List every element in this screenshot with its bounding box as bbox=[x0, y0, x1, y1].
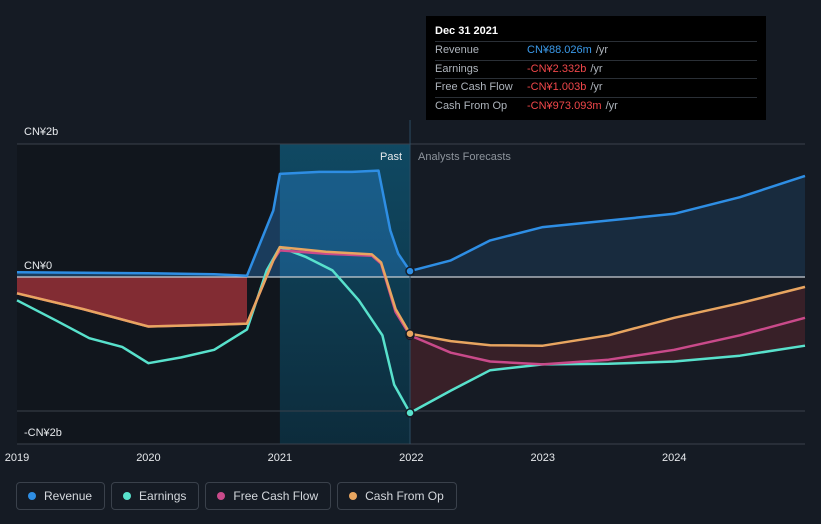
cash-from-op-dot-icon bbox=[349, 492, 358, 500]
tooltip-date: Dec 31 2021 bbox=[435, 25, 498, 37]
free-cash-flow-dot-icon bbox=[217, 492, 226, 500]
legend-label: Free Cash Flow bbox=[233, 489, 319, 503]
tooltip-value: CN¥88.026m bbox=[527, 44, 592, 56]
x-tick-label: 2021 bbox=[268, 452, 292, 464]
earnings-dot-icon bbox=[123, 492, 132, 500]
legend-item-revenue[interactable]: Revenue bbox=[16, 482, 106, 510]
past-label: Past bbox=[380, 151, 402, 163]
tooltip-row-free-cash-flow: Free Cash Flow -CN¥1.003b /yr bbox=[435, 78, 757, 97]
tooltip-unit: /yr bbox=[595, 44, 609, 56]
highlight-region bbox=[279, 144, 411, 444]
forecast-label: Analysts Forecasts bbox=[418, 151, 511, 163]
tooltip-unit: /yr bbox=[590, 81, 603, 93]
series-lines bbox=[16, 169, 806, 414]
tooltip-value: -CN¥973.093m bbox=[527, 99, 602, 112]
tooltip-label: Cash From Op bbox=[435, 99, 508, 112]
tooltip-row-earnings: Earnings -CN¥2.332b /yr bbox=[435, 59, 757, 79]
legend-label: Revenue bbox=[44, 489, 93, 503]
forecast-area bbox=[410, 286, 805, 413]
x-tick-label: 2024 bbox=[662, 452, 686, 464]
y-tick-label: CN¥0 bbox=[24, 260, 52, 272]
tooltip-unit: /yr bbox=[605, 99, 618, 112]
y-tick-label: CN¥2b bbox=[24, 126, 58, 138]
x-tick-label: 2023 bbox=[531, 452, 555, 464]
legend-label: Cash From Op bbox=[365, 489, 444, 503]
tooltip-unit: /yr bbox=[590, 62, 603, 75]
x-tick-label: 2022 bbox=[399, 452, 423, 464]
tooltip-label: Earnings bbox=[435, 62, 479, 75]
legend-item-cash-from-op[interactable]: Cash From Op bbox=[337, 482, 457, 510]
free-cash-flow-line-forecast bbox=[409, 316, 806, 366]
tooltip-row-revenue: Revenue CN¥88.026m /yr bbox=[435, 41, 757, 60]
legend-label: Earnings bbox=[139, 489, 187, 503]
cash-from-op-marker bbox=[405, 328, 415, 339]
tooltip: Dec 31 2021 Revenue CN¥88.026m /yr Earni… bbox=[426, 16, 766, 120]
cash-from-op-area-past bbox=[17, 277, 247, 327]
gridlines bbox=[17, 120, 805, 445]
tooltip-label: Revenue bbox=[435, 44, 480, 56]
legend: Revenue Earnings Free Cash Flow Cash Fro… bbox=[16, 482, 457, 510]
earnings-line-forecast bbox=[409, 344, 806, 414]
legend-item-free-cash-flow[interactable]: Free Cash Flow bbox=[205, 482, 332, 510]
legend-item-earnings[interactable]: Earnings bbox=[111, 482, 200, 510]
revenue-line-past bbox=[16, 169, 412, 277]
tooltip-row-cash-from-op: Cash From Op -CN¥973.093m /yr bbox=[435, 96, 757, 116]
revenue-line-forecast bbox=[409, 174, 806, 273]
earnings-marker bbox=[405, 408, 415, 418]
tooltip-label: Free Cash Flow bbox=[435, 81, 513, 93]
revenue-dot-icon bbox=[28, 492, 36, 500]
hover-markers bbox=[405, 266, 415, 418]
y-tick-label: -CN¥2b bbox=[24, 427, 62, 439]
revenue-area-forecast bbox=[410, 175, 805, 277]
tooltip-value: -CN¥1.003b bbox=[527, 81, 587, 93]
x-tick-label: 2020 bbox=[136, 452, 160, 464]
tooltip-value: -CN¥2.332b bbox=[527, 62, 587, 75]
cash-from-op-line-forecast bbox=[409, 285, 806, 347]
axis-labels: CN¥2b CN¥0 -CN¥2b 2019 2020 2021 2022 2023 2024 P… bbox=[5, 126, 687, 464]
cash-from-op-line-past bbox=[16, 245, 412, 335]
revenue-marker bbox=[405, 266, 415, 276]
x-tick-label: 2019 bbox=[5, 452, 29, 464]
